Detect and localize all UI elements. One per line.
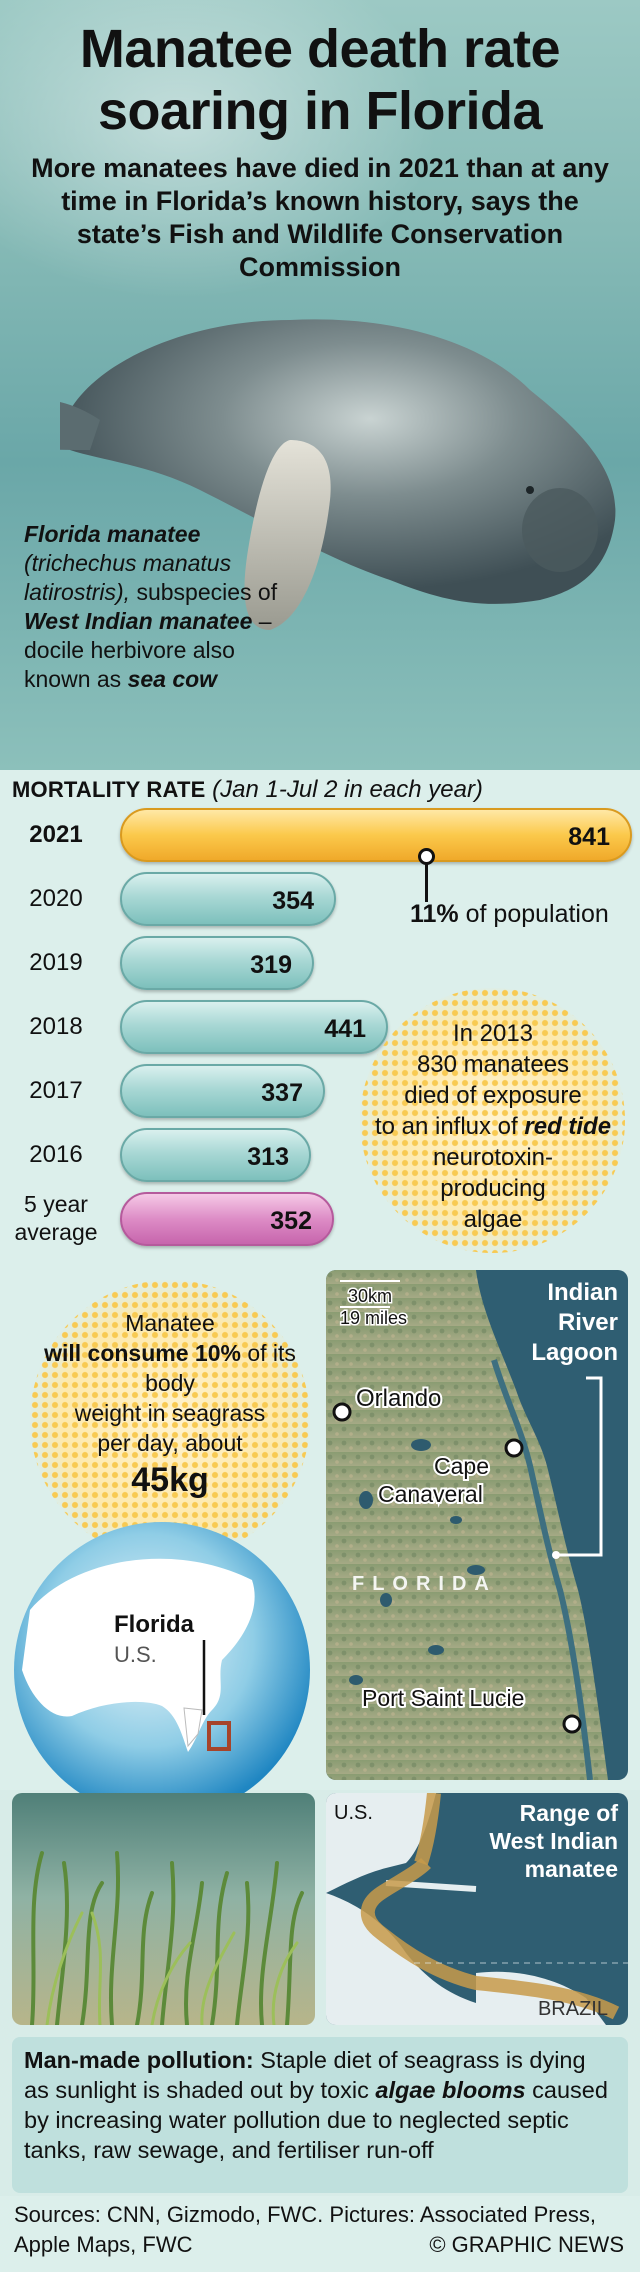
pollution-text-2: caused by increasing water pollution due… xyxy=(24,2077,608,2163)
range-title-line3: manatee xyxy=(525,1856,618,1882)
bar-value: 354 xyxy=(272,887,314,915)
consumption-percent: 10% xyxy=(194,1340,241,1366)
globe-locator: Florida U.S. xyxy=(14,1522,310,1800)
bar: 354 xyxy=(120,872,336,926)
manatee-photo xyxy=(60,319,616,630)
note-2013-line7: algae xyxy=(463,1206,523,1233)
range-brazil-label: BRAZIL xyxy=(538,1998,608,2020)
note-2013-line2: 830 manatees xyxy=(416,1051,570,1078)
chart-title-sub: (Jan 1-Jul 2 in each year) xyxy=(212,776,483,803)
globe-florida-label: Florida xyxy=(114,1611,195,1638)
species-latin: (trichechus manatus latirostris), xyxy=(24,550,232,605)
consumption-line1: Manatee xyxy=(125,1310,215,1336)
bar: 352 xyxy=(120,1192,334,1246)
annotation-line xyxy=(425,858,428,902)
range-title-line1: Range of xyxy=(520,1800,619,1826)
bar-label: 2020 xyxy=(29,885,83,912)
note-2013-line3: died of exposure xyxy=(404,1082,582,1109)
bar-label: 2021 xyxy=(29,821,83,848)
bar: 313 xyxy=(120,1128,311,1182)
bar-value: 352 xyxy=(270,1207,312,1235)
species-text-2: – docile herbivore also known as xyxy=(24,608,272,692)
bar-label: 2019 xyxy=(29,949,83,976)
sources-text: Sources: CNN, Gizmodo, FWC. Pictures: As… xyxy=(14,2202,596,2257)
map-lagoon-line3: Lagoon xyxy=(531,1339,618,1366)
bar: 319 xyxy=(120,936,314,990)
range-title-line2: West Indian xyxy=(489,1828,618,1854)
population-percent: 11% xyxy=(410,900,459,928)
bar-value: 337 xyxy=(261,1079,303,1107)
consumption-note: Manatee will consume 10% of its body wei… xyxy=(20,1308,320,1502)
credit-text: © GRAPHIC NEWS xyxy=(429,2232,624,2257)
chart-title-main: MORTALITY RATE xyxy=(12,777,206,802)
bar: 337 xyxy=(120,1064,325,1118)
map-state-label: FLORIDA xyxy=(352,1573,497,1595)
species-nickname: sea cow xyxy=(127,666,218,692)
map-city-cape: Cape xyxy=(434,1453,489,1479)
range-us-label: U.S. xyxy=(334,1802,373,1824)
pollution-text-1: Staple diet of seagrass is dying as sunl… xyxy=(24,2047,586,2103)
bar-label: 2018 xyxy=(29,1013,83,1040)
consumption-line2a: will consume xyxy=(44,1340,189,1366)
indian-river-map: 30km 19 miles Indian River Lagoon Orland… xyxy=(326,1270,628,1780)
species-name: Florida manatee xyxy=(24,521,201,547)
bar: 441 xyxy=(120,1000,388,1054)
map-city-canaveral: Canaveral xyxy=(378,1481,483,1507)
title-line-2: soaring in Florida xyxy=(97,81,543,141)
consumption-line4: per day, about xyxy=(97,1430,243,1456)
species-description: Florida manatee (trichechus manatus lati… xyxy=(24,520,304,694)
globe-us-label: U.S. xyxy=(114,1642,157,1667)
hero-section: Manatee death rate soaring in Florida Mo… xyxy=(0,0,640,770)
chart-title: MORTALITY RATE (Jan 1-Jul 2 in each year… xyxy=(12,776,483,804)
footer: Sources: CNN, Gizmodo, FWC. Pictures: As… xyxy=(0,2196,640,2272)
bar-label: 5 year average xyxy=(14,1191,98,1245)
bar-value: 319 xyxy=(250,951,292,979)
consumption-line2c: of its body xyxy=(145,1340,296,1396)
note-2013-dots xyxy=(360,988,625,1253)
note-2013-red-tide: red tide xyxy=(524,1113,612,1140)
seagrass-photo xyxy=(12,1793,315,2025)
note-2013-line6: producing xyxy=(440,1175,546,1202)
species-text-1: subspecies of xyxy=(130,579,278,605)
page-title: Manatee death rate soaring in Florida xyxy=(0,18,640,142)
bar: 841 xyxy=(120,808,632,862)
note-2013-line1: In 2013 xyxy=(452,1020,534,1047)
bar-label: 2017 xyxy=(29,1077,83,1104)
pollution-em: algae blooms xyxy=(375,2077,526,2103)
consumption-line3: weight in seagrass xyxy=(74,1400,266,1426)
middle-section: Manatee will consume 10% of its body wei… xyxy=(0,1270,640,1800)
annotation-dot xyxy=(418,848,435,865)
map-scale-mi: 19 miles xyxy=(340,1308,407,1328)
species-parent: West Indian manatee xyxy=(24,608,253,634)
consumption-dots xyxy=(30,1280,310,1560)
map-lagoon-line2: River xyxy=(558,1309,618,1336)
map-lagoon-line1: Indian xyxy=(547,1279,618,1306)
population-annotation: 11% of population xyxy=(410,900,609,929)
bar-value: 841 xyxy=(568,823,610,851)
page-subtitle: More manatees have died in 2021 than at … xyxy=(31,153,609,282)
pollution-heading: Man-made pollution: xyxy=(24,2047,254,2073)
note-2013-line4: to an influx of xyxy=(374,1113,525,1140)
consumption-amount: 45kg xyxy=(131,1461,209,1499)
pollution-note: Man-made pollution: Staple diet of seagr… xyxy=(12,2037,628,2193)
note-2013-line5: neurotoxin- xyxy=(432,1144,554,1171)
map-city-orlando: Orlando xyxy=(356,1385,441,1412)
manatee-range-map: U.S. Range of West Indian manatee BRAZIL xyxy=(326,1793,628,2025)
note-2013: In 2013 830 manatees died of exposure to… xyxy=(368,1018,618,1235)
bar-value: 441 xyxy=(324,1015,366,1043)
map-city-port-saint-lucie: Port Saint Lucie xyxy=(362,1685,524,1711)
map-scale-km: 30km xyxy=(348,1286,392,1306)
bar-label: 2016 xyxy=(29,1141,83,1168)
mortality-chart: MORTALITY RATE (Jan 1-Jul 2 in each year… xyxy=(0,770,640,1270)
bar-value: 313 xyxy=(247,1143,289,1171)
population-text: of population xyxy=(458,900,609,928)
title-line-1: Manatee death rate xyxy=(79,19,561,79)
